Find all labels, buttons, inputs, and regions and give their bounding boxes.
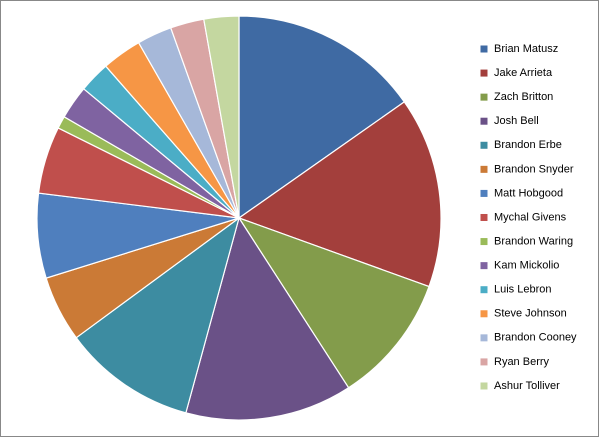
legend-label: Brian Matusz [494,43,558,55]
legend-label: Mychal Givens [494,211,567,223]
legend-swatch [480,358,488,366]
pie-slice [237,216,430,389]
legend-label: Zach Britton [494,91,553,103]
legend-label: Brandon Cooney [494,332,577,344]
legend-label: Brandon Erbe [494,139,562,151]
legend-label: Brandon Waring [494,235,573,247]
legend-swatch [480,310,488,318]
legend-label: Kam Mickolio [494,260,559,272]
legend-swatch [480,189,488,197]
legend-label: Josh Bell [494,115,539,127]
legend-label: Steve Johnson [494,308,567,320]
pie-slice [75,216,241,414]
legend-swatch [480,117,488,125]
legend-label: Matt Hobgood [494,187,563,199]
legend-swatch [480,69,488,77]
legend-swatch [480,382,488,390]
legend-swatch [480,141,488,149]
legend-swatch [480,334,488,342]
pie-slice [238,15,406,220]
legend-swatch [480,165,488,173]
legend-swatch [480,238,488,246]
legend-swatch [480,262,488,270]
legend-label: Ryan Berry [494,356,550,368]
legend-swatch [480,213,488,221]
legend-label: Luis Lebron [494,284,552,296]
legend-swatch [480,286,488,294]
legend-label: Brandon Snyder [494,163,574,175]
legend-swatch [480,93,488,101]
pie-slice [185,216,350,421]
legend-label: Jake Arrieta [494,67,553,79]
pie-slice [237,101,442,288]
pie-slice [203,15,240,219]
legend-label: Ashur Tolliver [494,380,560,392]
legend-swatch [480,45,488,53]
